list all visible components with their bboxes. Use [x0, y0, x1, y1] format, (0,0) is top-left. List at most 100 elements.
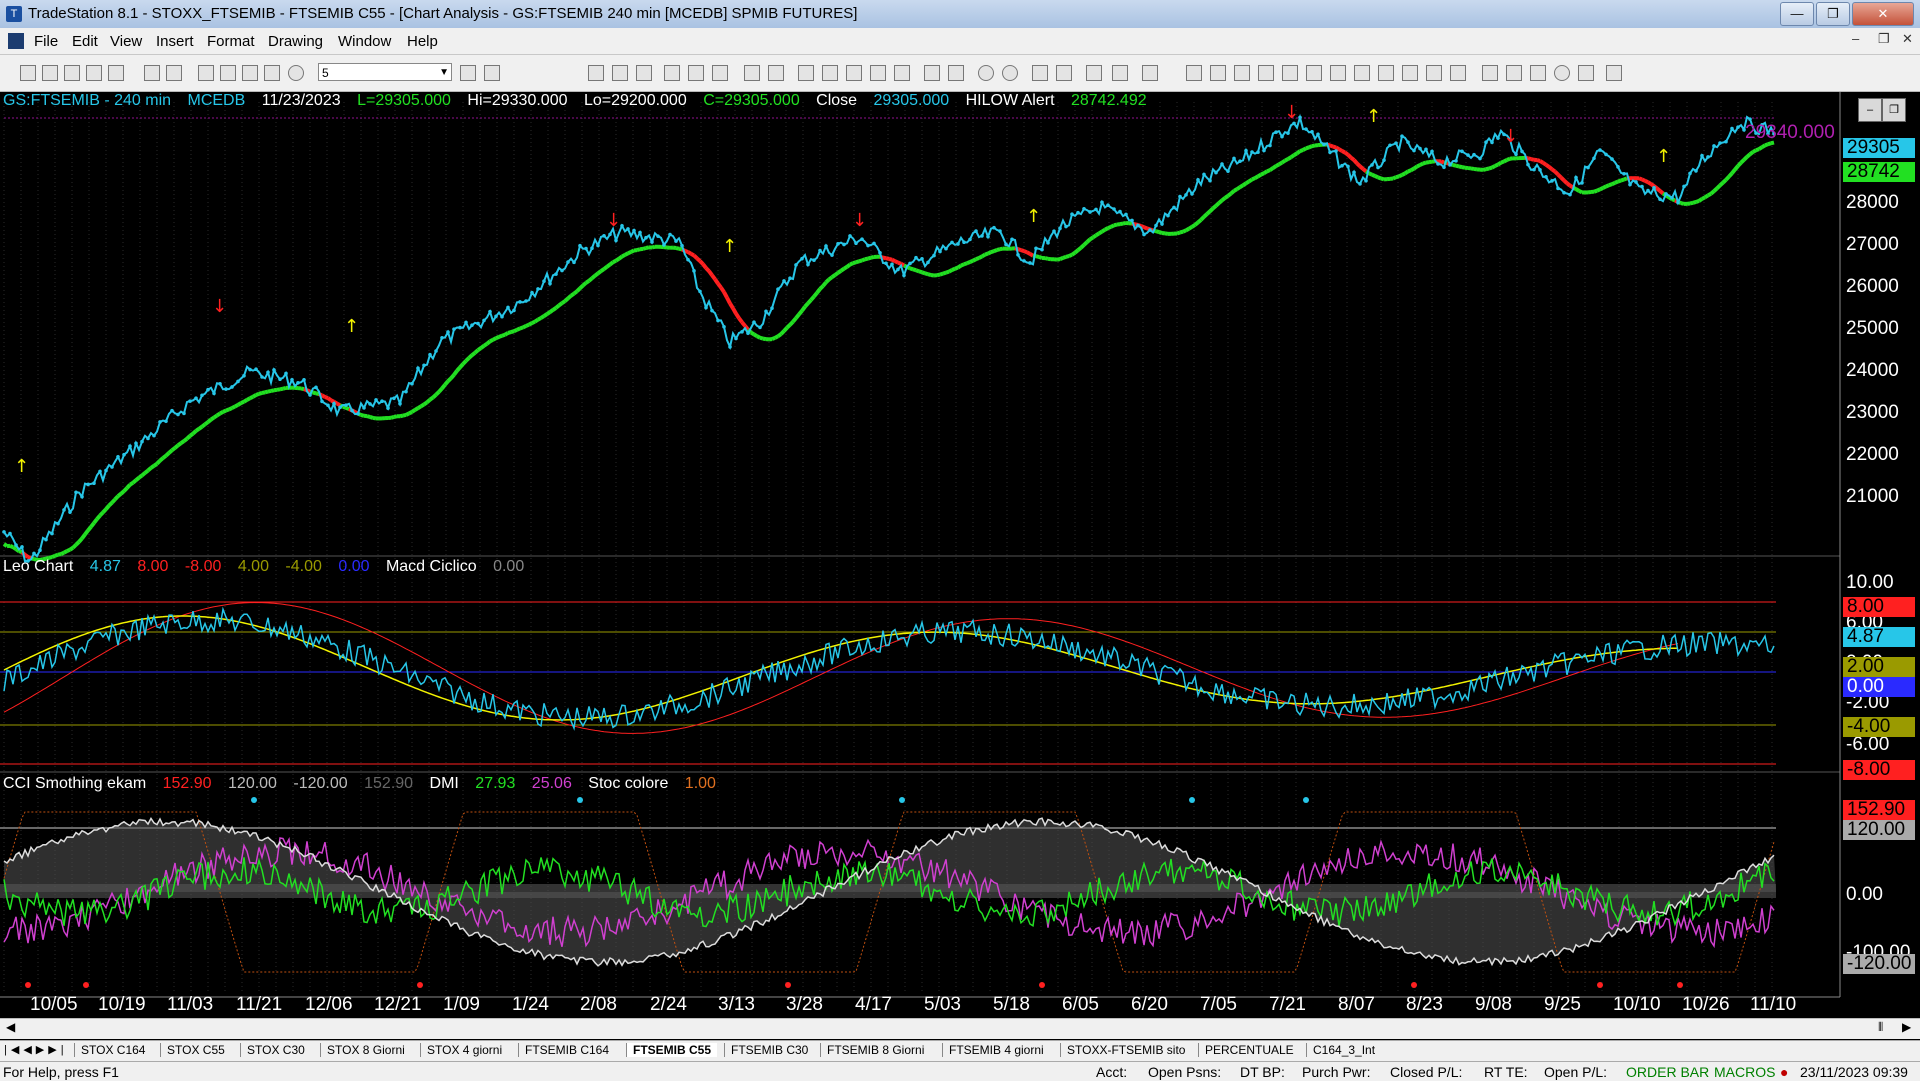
window-cascade-icon[interactable]: [220, 65, 236, 81]
mdi-minimize-icon[interactable]: –: [1852, 31, 1859, 46]
chart-area[interactable]: ↓↓↓↓↓↑↑↑↑↑↑ GS:FTSEMIB - 240 min MCEDB 1…: [0, 92, 1920, 1027]
price-dot: [1124, 213, 1128, 217]
horizontal-scrollbar[interactable]: ◀ ⦀ ▶: [0, 1018, 1920, 1039]
alert-icon[interactable]: [1112, 65, 1128, 81]
arc-icon[interactable]: [1426, 65, 1442, 81]
vertical-line-icon[interactable]: [1210, 65, 1226, 81]
hilow-line-segment: [1354, 160, 1357, 163]
arc-draw-icon[interactable]: [1482, 65, 1498, 81]
zoom-in-icon[interactable]: [978, 65, 994, 81]
osc-tag-value: 4.87: [1843, 627, 1915, 647]
trendline-icon[interactable]: [1186, 65, 1202, 81]
maximize-button[interactable]: ❐: [1816, 2, 1850, 26]
arrow-down-icon[interactable]: [1506, 65, 1522, 81]
mdi-restore-icon[interactable]: ❐: [1878, 31, 1890, 47]
hide-icon[interactable]: [1142, 65, 1158, 81]
menu-edit[interactable]: Edit: [72, 33, 98, 50]
format-bar-icon[interactable]: [588, 65, 604, 81]
regression-icon[interactable]: [1354, 65, 1370, 81]
close-button[interactable]: ✕: [1852, 2, 1914, 26]
forward-icon[interactable]: [460, 65, 476, 81]
strategy-icon[interactable]: [688, 65, 704, 81]
data-window-icon[interactable]: [822, 65, 838, 81]
pointer-icon[interactable]: [1032, 65, 1048, 81]
tab-stox-4-giorni[interactable]: STOX 4 giorni: [420, 1043, 508, 1057]
document-icon[interactable]: [8, 33, 24, 49]
tab-stox-8-giorni[interactable]: STOX 8 Giorni: [320, 1043, 411, 1057]
volume-icon[interactable]: [894, 65, 910, 81]
expand-icon[interactable]: [924, 65, 940, 81]
scroll-thumb-icon[interactable]: ⦀: [1878, 1020, 1883, 1035]
new-workspace-icon[interactable]: [86, 65, 102, 81]
menu-format[interactable]: Format: [207, 33, 255, 50]
menu-drawing[interactable]: Drawing: [268, 33, 323, 50]
macros-button[interactable]: MACROS: [1714, 1064, 1775, 1080]
pen-icon[interactable]: [1450, 65, 1466, 81]
interval-combo[interactable]: 5▼: [318, 63, 452, 81]
tab-ftsemib-c164[interactable]: FTSEMIB C164: [518, 1043, 615, 1057]
offset-icon[interactable]: [1402, 65, 1418, 81]
indicator-icon[interactable]: [664, 65, 680, 81]
menu-view[interactable]: View: [110, 33, 142, 50]
tab-stoxx-ftsemib-sito[interactable]: STOXX-FTSEMIB sito: [1060, 1043, 1191, 1057]
pane-minimize-icon[interactable]: –: [1858, 98, 1882, 122]
pane-restore-icon[interactable]: ❐: [1882, 98, 1906, 122]
bar-chart-icon[interactable]: [846, 65, 862, 81]
mdi-close-icon[interactable]: ✕: [1902, 31, 1913, 47]
find-icon[interactable]: [484, 65, 500, 81]
sell-arrow-icon: ↓: [1503, 126, 1518, 147]
fibonacci-icon[interactable]: [1258, 65, 1274, 81]
horizontal-line-icon[interactable]: [1234, 65, 1250, 81]
tab-ftsemib-4-giorni[interactable]: FTSEMIB 4 giorni: [942, 1043, 1050, 1057]
menu-window[interactable]: Window: [338, 33, 391, 50]
speed-lines-icon[interactable]: [1306, 65, 1322, 81]
hilow-line-segment: [853, 262, 856, 263]
app-icon[interactable]: T: [6, 6, 22, 22]
menu-file[interactable]: File: [34, 33, 58, 50]
window-tile-icon[interactable]: [198, 65, 214, 81]
scroll-left-icon[interactable]: ◀: [6, 1020, 15, 1034]
price-dot: [536, 287, 540, 291]
tab-nav-icon[interactable]: |◀◀▶▶|: [4, 1043, 68, 1056]
text-icon[interactable]: [1606, 65, 1622, 81]
chart-icon[interactable]: [264, 65, 280, 81]
tab-stox-c55[interactable]: STOX C55: [160, 1043, 231, 1057]
channel-icon[interactable]: [1378, 65, 1394, 81]
ellipse-icon[interactable]: [1554, 65, 1570, 81]
print-icon[interactable]: [144, 65, 160, 81]
andrews-icon[interactable]: [1330, 65, 1346, 81]
format-symbol-icon[interactable]: [612, 65, 628, 81]
menu-insert[interactable]: Insert: [156, 33, 194, 50]
arrow-up-icon[interactable]: [1530, 65, 1546, 81]
tab-ftsemib-c30[interactable]: FTSEMIB C30: [724, 1043, 814, 1057]
minimize-button[interactable]: —: [1780, 2, 1814, 26]
tab-stox-c164[interactable]: STOX C164: [74, 1043, 151, 1057]
save-icon[interactable]: [64, 65, 80, 81]
compress-icon[interactable]: [948, 65, 964, 81]
scale-icon[interactable]: [744, 65, 760, 81]
open-icon[interactable]: [42, 65, 58, 81]
scroll-right-icon[interactable]: ▶: [1902, 1020, 1911, 1034]
zoom-out-icon[interactable]: [1002, 65, 1018, 81]
pointer-drag-icon[interactable]: [1056, 65, 1072, 81]
tab-c164-3-int[interactable]: C164_3_Int: [1306, 1043, 1381, 1057]
bar-spacing-icon[interactable]: [768, 65, 784, 81]
tab-ftsemib-8-giorni[interactable]: FTSEMIB 8 Giorni: [820, 1043, 930, 1057]
tab-stox-c30[interactable]: STOX C30: [240, 1043, 311, 1057]
menu-help[interactable]: Help: [407, 33, 438, 50]
pane-icon[interactable]: [798, 65, 814, 81]
tab-ftsemib-c55[interactable]: FTSEMIB C55: [626, 1043, 717, 1057]
globe-icon[interactable]: [288, 65, 304, 81]
gann-icon[interactable]: [1282, 65, 1298, 81]
tools-icon[interactable]: [1086, 65, 1102, 81]
print-preview-icon[interactable]: [166, 65, 182, 81]
tab-percentuale[interactable]: PERCENTUALE: [1198, 1043, 1300, 1057]
rectangle-icon[interactable]: [1578, 65, 1594, 81]
refresh-icon[interactable]: [712, 65, 728, 81]
lock-icon[interactable]: [242, 65, 258, 81]
candle-icon[interactable]: [870, 65, 886, 81]
copy-icon[interactable]: [108, 65, 124, 81]
new-icon[interactable]: [20, 65, 36, 81]
grid-icon[interactable]: [636, 65, 652, 81]
order-bar-button[interactable]: ORDER BAR: [1626, 1064, 1709, 1080]
